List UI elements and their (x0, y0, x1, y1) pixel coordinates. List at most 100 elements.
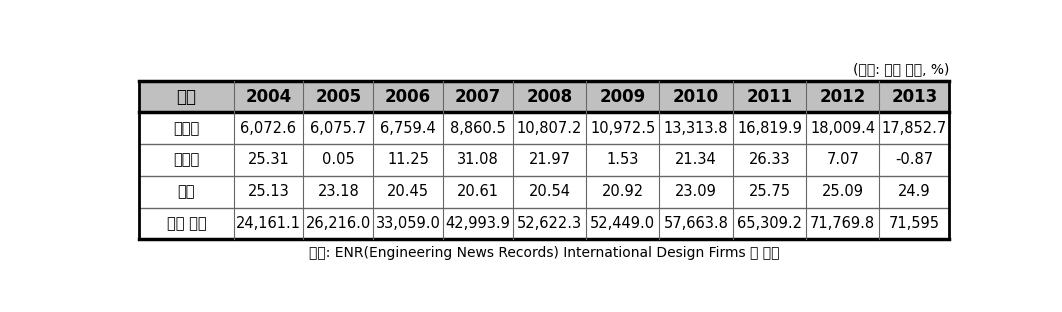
Bar (373, 112, 443, 144)
Text: 20.61: 20.61 (457, 184, 499, 199)
Bar (733, 144, 806, 176)
Text: 자료: ENR(Engineering News Records) International Design Firms 각 연호: 자료: ENR(Engineering News Records) Intern… (309, 246, 780, 261)
Text: (단위: 백만 달러, %): (단위: 백만 달러, %) (853, 62, 949, 76)
Text: 71,595: 71,595 (889, 216, 940, 231)
Text: 2004: 2004 (245, 88, 292, 105)
Text: 18,009.4: 18,009.4 (810, 121, 875, 136)
Bar (586, 176, 660, 207)
Bar (586, 144, 660, 176)
Text: 24.9: 24.9 (898, 184, 930, 199)
Bar (443, 112, 513, 144)
Bar (806, 81, 879, 112)
Bar (879, 176, 949, 207)
Text: 6,075.7: 6,075.7 (310, 121, 366, 136)
Bar (513, 176, 586, 207)
Bar (304, 112, 373, 144)
Bar (234, 81, 304, 112)
Text: 2010: 2010 (673, 88, 719, 105)
Bar (660, 176, 733, 207)
Bar (660, 144, 733, 176)
Text: 71,769.8: 71,769.8 (810, 216, 875, 231)
Text: 아시아: 아시아 (173, 121, 200, 136)
Bar (443, 81, 513, 112)
Text: 21.34: 21.34 (675, 153, 717, 168)
Text: 25.31: 25.31 (247, 153, 289, 168)
Bar (373, 81, 443, 112)
Bar (733, 81, 806, 112)
Bar (733, 207, 806, 239)
Text: 65,309.2: 65,309.2 (737, 216, 802, 231)
Text: 23.18: 23.18 (318, 184, 359, 199)
Bar (304, 207, 373, 239)
Text: 25.75: 25.75 (749, 184, 790, 199)
Bar (234, 176, 304, 207)
Text: 연도: 연도 (176, 88, 196, 105)
Bar (513, 81, 586, 112)
Bar (373, 176, 443, 207)
Bar (879, 207, 949, 239)
Text: 11.25: 11.25 (388, 153, 429, 168)
Text: 2009: 2009 (600, 88, 646, 105)
Text: 52,622.3: 52,622.3 (517, 216, 582, 231)
Text: 16,819.9: 16,819.9 (737, 121, 802, 136)
Bar (234, 112, 304, 144)
Bar (586, 81, 660, 112)
Bar (443, 144, 513, 176)
Bar (806, 207, 879, 239)
Bar (660, 207, 733, 239)
Text: -0.87: -0.87 (895, 153, 933, 168)
Text: 7.07: 7.07 (826, 153, 859, 168)
Bar (806, 176, 879, 207)
Bar (304, 176, 373, 207)
Text: 2012: 2012 (820, 88, 866, 105)
Text: 21.97: 21.97 (529, 153, 570, 168)
Text: 25.13: 25.13 (247, 184, 289, 199)
Text: 57,663.8: 57,663.8 (664, 216, 729, 231)
Bar (733, 176, 806, 207)
Text: 세계 전체: 세계 전체 (167, 216, 206, 231)
Bar (513, 144, 586, 176)
Bar (586, 207, 660, 239)
Text: 25.09: 25.09 (822, 184, 863, 199)
Text: 0.05: 0.05 (322, 153, 355, 168)
Bar (234, 144, 304, 176)
Text: 52,449.0: 52,449.0 (590, 216, 655, 231)
Text: 20.54: 20.54 (529, 184, 570, 199)
Text: 6,072.6: 6,072.6 (240, 121, 296, 136)
Bar (806, 112, 879, 144)
Text: 2013: 2013 (891, 88, 938, 105)
Bar (879, 112, 949, 144)
Text: 2011: 2011 (747, 88, 792, 105)
Text: 31.08: 31.08 (457, 153, 499, 168)
Bar (660, 112, 733, 144)
Text: 2005: 2005 (315, 88, 361, 105)
Bar (234, 207, 304, 239)
Text: 2008: 2008 (527, 88, 572, 105)
Bar (443, 176, 513, 207)
Bar (373, 207, 443, 239)
Bar (304, 144, 373, 176)
Bar (879, 144, 949, 176)
Text: 20.45: 20.45 (388, 184, 429, 199)
Bar (806, 144, 879, 176)
Bar (879, 81, 949, 112)
Text: 26.33: 26.33 (749, 153, 790, 168)
Bar (586, 112, 660, 144)
Text: 17,852.7: 17,852.7 (881, 121, 947, 136)
Text: 23.09: 23.09 (675, 184, 717, 199)
Text: 8,860.5: 8,860.5 (450, 121, 506, 136)
Text: 33,059.0: 33,059.0 (376, 216, 441, 231)
Text: 13,313.8: 13,313.8 (664, 121, 729, 136)
Text: 20.92: 20.92 (602, 184, 644, 199)
Text: 24,161.1: 24,161.1 (236, 216, 301, 231)
Text: 6,759.4: 6,759.4 (380, 121, 436, 136)
Text: 10,972.5: 10,972.5 (590, 121, 655, 136)
Text: 42,993.9: 42,993.9 (446, 216, 511, 231)
Text: 비중: 비중 (177, 184, 195, 199)
Bar (660, 81, 733, 112)
Bar (733, 112, 806, 144)
Text: 2006: 2006 (386, 88, 431, 105)
Bar (304, 81, 373, 112)
Bar (513, 207, 586, 239)
Bar (513, 112, 586, 144)
